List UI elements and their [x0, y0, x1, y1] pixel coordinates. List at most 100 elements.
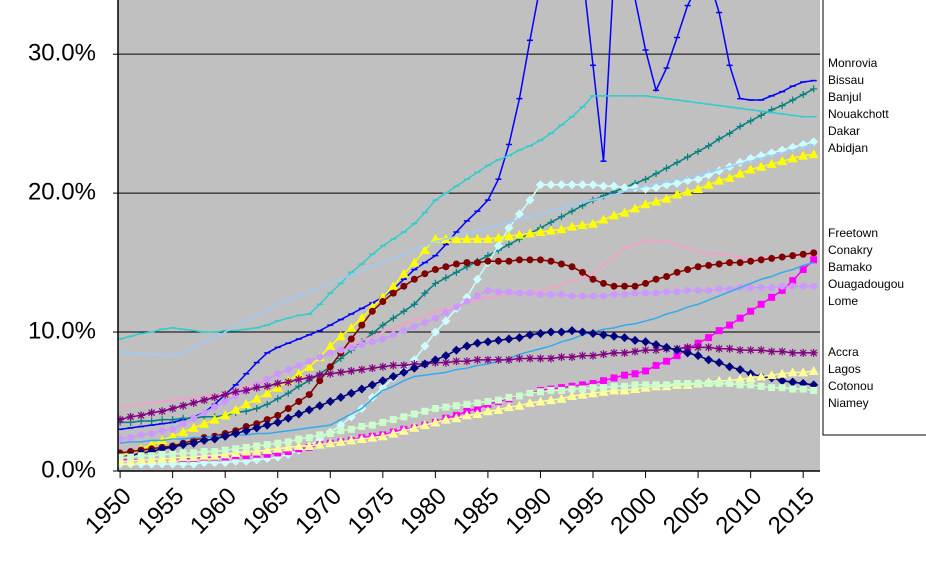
marker: [705, 334, 713, 342]
marker: [305, 391, 313, 399]
marker: [600, 384, 608, 392]
marker: [389, 289, 397, 297]
marker: [641, 337, 651, 347]
marker: [631, 282, 639, 290]
marker: [326, 369, 335, 378]
marker: [610, 282, 618, 290]
marker: [421, 289, 429, 297]
marker: [379, 297, 387, 305]
marker: [799, 90, 807, 98]
marker: [452, 260, 460, 268]
marker: [652, 170, 660, 178]
legend-label: Cotonou: [828, 379, 873, 393]
marker: [526, 289, 534, 297]
marker: [810, 282, 818, 290]
marker: [567, 326, 577, 336]
marker: [726, 321, 734, 329]
marker: [347, 366, 356, 375]
marker: [389, 331, 397, 339]
marker: [147, 408, 156, 417]
marker: [652, 361, 660, 369]
marker: [461, 233, 472, 243]
marker: [589, 292, 597, 300]
marker: [767, 347, 776, 356]
marker: [673, 352, 681, 360]
legend-label: Banjul: [828, 90, 861, 104]
marker: [503, 402, 514, 412]
marker: [494, 257, 502, 265]
marker: [367, 380, 377, 390]
marker: [589, 384, 597, 392]
marker: [568, 207, 576, 215]
marker: [663, 164, 671, 172]
marker: [305, 357, 313, 365]
marker: [263, 450, 271, 458]
marker: [273, 379, 282, 388]
marker: [272, 443, 283, 453]
marker: [757, 256, 765, 264]
marker: [398, 425, 409, 435]
marker: [452, 402, 460, 410]
marker: [118, 453, 124, 461]
marker: [367, 432, 378, 442]
marker: [724, 172, 735, 182]
marker: [556, 327, 566, 337]
marker: [398, 268, 409, 278]
marker: [284, 438, 292, 446]
marker: [368, 421, 376, 429]
marker: [431, 404, 439, 412]
marker: [358, 341, 366, 349]
marker: [305, 373, 314, 382]
marker: [293, 368, 304, 378]
marker: [484, 398, 492, 406]
marker: [577, 180, 587, 190]
marker: [127, 453, 135, 461]
marker: [662, 342, 672, 352]
marker: [472, 274, 482, 284]
marker: [557, 291, 565, 299]
marker: [462, 357, 471, 366]
series: [120, 143, 814, 357]
marker: [199, 450, 210, 460]
marker: [179, 420, 187, 428]
marker: [610, 291, 618, 299]
marker: [389, 361, 398, 370]
marker: [651, 196, 662, 206]
marker: [199, 418, 210, 428]
marker: [524, 397, 535, 407]
marker: [209, 414, 220, 424]
marker: [726, 129, 734, 137]
marker: [610, 374, 618, 382]
marker: [588, 218, 599, 228]
marker: [630, 335, 640, 345]
legend-label: Accra: [828, 345, 859, 359]
marker: [410, 410, 418, 418]
marker: [747, 381, 755, 389]
marker: [419, 245, 430, 255]
marker: [715, 260, 723, 268]
marker: [189, 398, 198, 407]
marker: [652, 381, 660, 389]
marker: [714, 358, 724, 368]
marker: [210, 393, 219, 402]
marker: [609, 210, 620, 220]
marker: [463, 297, 471, 305]
marker: [358, 423, 366, 431]
marker: [410, 323, 418, 331]
marker: [274, 411, 282, 419]
marker: [735, 365, 745, 375]
marker: [788, 377, 798, 387]
marker: [315, 371, 324, 380]
marker: [789, 282, 797, 290]
marker: [241, 426, 251, 436]
marker: [452, 268, 460, 276]
marker: [316, 431, 324, 439]
marker: [169, 416, 177, 424]
marker: [379, 418, 387, 426]
marker: [304, 440, 315, 450]
x-tick-label: 1965: [238, 483, 295, 540]
marker: [715, 379, 723, 387]
marker: [326, 429, 334, 437]
marker: [252, 423, 262, 433]
